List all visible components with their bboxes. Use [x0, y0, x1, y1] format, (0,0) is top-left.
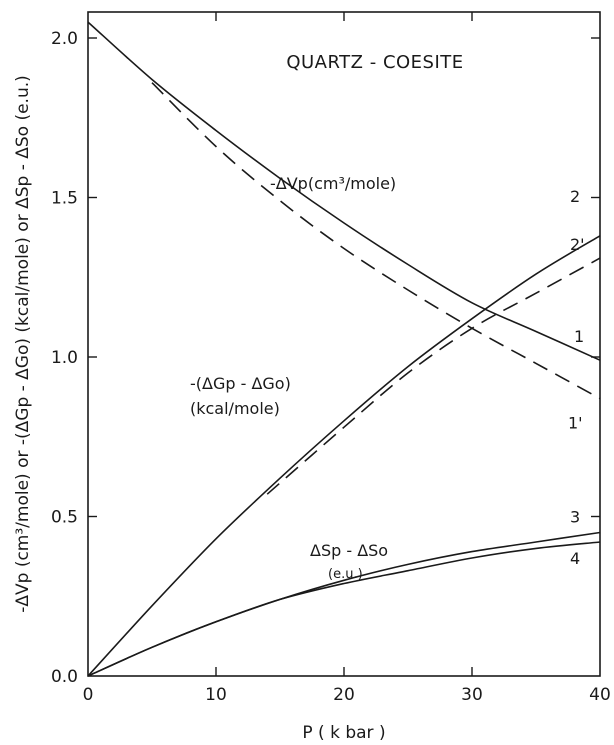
series-labels: 1 1' 2 2' 3 4: [568, 187, 585, 568]
x-tick-label: 10: [205, 685, 227, 705]
series-label-1: 1: [574, 327, 584, 346]
series-line-2: [87, 235, 601, 677]
ds-annotation-line2: (e.u.): [328, 567, 363, 582]
x-tick-label: 40: [589, 685, 611, 705]
series-label-4: 4: [570, 549, 580, 568]
dg-annotation-line2: (kcal/mole): [190, 399, 280, 418]
y-tick-label: 1.0: [51, 348, 78, 368]
dv-annotation: -ΔVp(cm³/mole): [270, 174, 396, 193]
dg-annotation-line1: -(ΔGp - ΔGo): [190, 374, 291, 393]
x-tick-label: 20: [333, 685, 355, 705]
ds-annotation-line1: ΔSp - ΔSo: [310, 541, 388, 560]
y-tick-label: 0.5: [51, 508, 78, 528]
series-label-2prime: 2': [570, 235, 585, 254]
y-axis-ticks: 0.0 0.5 1.0 1.5 2.0: [51, 29, 600, 687]
y-tick-label: 1.5: [51, 189, 78, 209]
y-tick-label: 0.0: [51, 667, 78, 687]
series-label-1prime: 1': [568, 413, 583, 432]
series-line-4: [87, 541, 601, 677]
series-label-3: 3: [570, 507, 580, 526]
x-tick-label: 30: [461, 685, 483, 705]
y-axis-label: -ΔVp (cm³/mole) or -(ΔGp - ΔGo) (kcal/mo…: [13, 75, 33, 613]
series-line-1prime: [151, 82, 601, 400]
chart-title: QUARTZ - COESITE: [286, 52, 463, 73]
x-axis-ticks: 0 10 20 30 40: [83, 12, 611, 705]
series-line-1: [87, 21, 601, 361]
series-label-2: 2: [570, 187, 580, 206]
x-tick-label: 0: [83, 685, 94, 705]
y-tick-label: 2.0: [51, 29, 78, 49]
series-line-2prime: [266, 257, 601, 495]
series-layer: [87, 21, 601, 677]
x-axis-label: P ( k bar ): [302, 723, 385, 743]
